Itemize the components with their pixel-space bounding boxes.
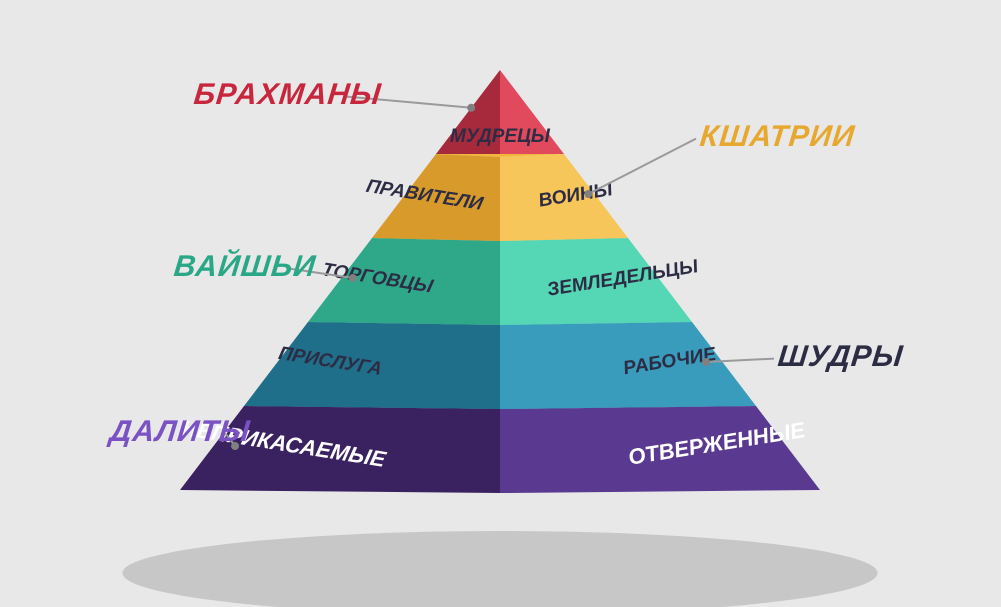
- pyramid-diagram: НЕПРИКАСАЕМЫЕОТВЕРЖЕННЫЕПРИСЛУГАРАБОЧИЕТ…: [0, 0, 1001, 607]
- callout-kshatrii: КШАТРИИ: [698, 120, 857, 154]
- apex-desc: МУДРЕЦЫ: [450, 126, 551, 147]
- callout-brahmany: БРАХМАНЫ: [192, 78, 383, 112]
- callout-dality: ДАЛИТЫ: [108, 415, 252, 449]
- callout-shudry: ШУДРЫ: [776, 340, 905, 374]
- callout-vaishi: ВАЙШЬИ: [172, 250, 318, 284]
- pyramid-svg: НЕПРИКАСАЕМЫЕОТВЕРЖЕННЫЕПРИСЛУГАРАБОЧИЕТ…: [0, 0, 1001, 607]
